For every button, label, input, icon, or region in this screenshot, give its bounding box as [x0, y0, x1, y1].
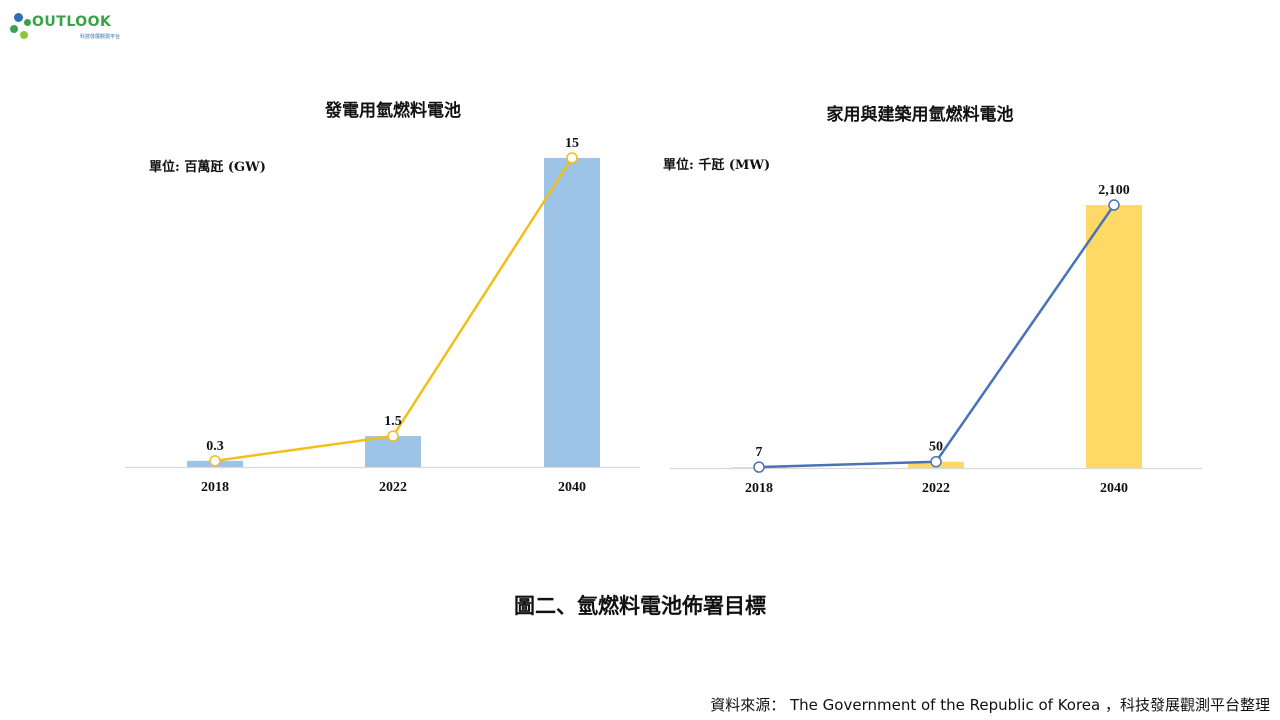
logo-wordmark: OUTLOOK	[32, 14, 112, 30]
chart1-value-label-2040: 15	[565, 136, 579, 151]
outlook-logo: OUTLOOK 科技發展觀測平台	[10, 5, 120, 45]
logo-dot	[24, 19, 31, 26]
chart2-marker-2022	[930, 455, 942, 468]
chart2-value-label-2018: 7	[756, 445, 763, 460]
chart1-bar-2040	[544, 158, 600, 467]
chart1-marker-2040	[566, 152, 578, 164]
figure-caption: 圖二、氫燃料電池佈署目標	[514, 594, 766, 618]
chart2-marker-2040	[1108, 199, 1120, 211]
chart1-value-label-2022: 1.5	[384, 414, 402, 429]
chart2-value-label-2022: 50	[929, 440, 943, 455]
chart2-x-tick-2040: 2040	[1100, 481, 1128, 496]
chart1-value-label-2018: 0.3	[206, 439, 224, 454]
chart2-marker-2018	[753, 461, 765, 473]
chart1-marker-2022	[387, 430, 399, 442]
chart2-unit-label: 單位: 千瓩 (MW)	[663, 158, 771, 173]
chart1-x-tick-2022: 2022	[379, 480, 407, 495]
chart2-x-tick-2022: 2022	[922, 481, 950, 496]
chart2-bar-2040	[1086, 205, 1142, 469]
chart2-trend-line	[758, 204, 1116, 469]
chart1-unit-label: 單位: 百萬瓩 (GW)	[149, 160, 266, 175]
chart2-value-label-2040: 2,100	[1098, 183, 1130, 198]
chart2-title: 家用與建築用氫燃料電池	[826, 105, 1014, 125]
chart2-x-tick-2018: 2018	[745, 481, 773, 496]
chart1-x-tick-2018: 2018	[201, 480, 229, 495]
logo-subtitle: 科技發展觀測平台	[80, 34, 121, 40]
logo-dot	[14, 13, 23, 22]
logo-dot	[20, 31, 28, 39]
chart1-title: 發電用氫燃料電池	[325, 101, 461, 121]
source-note: 資料來源： The Government of the Republic of …	[710, 696, 1270, 714]
chart1-x-tick-2040: 2040	[558, 480, 586, 495]
logo-dot	[10, 25, 18, 33]
chart1-marker-2018	[209, 455, 221, 467]
